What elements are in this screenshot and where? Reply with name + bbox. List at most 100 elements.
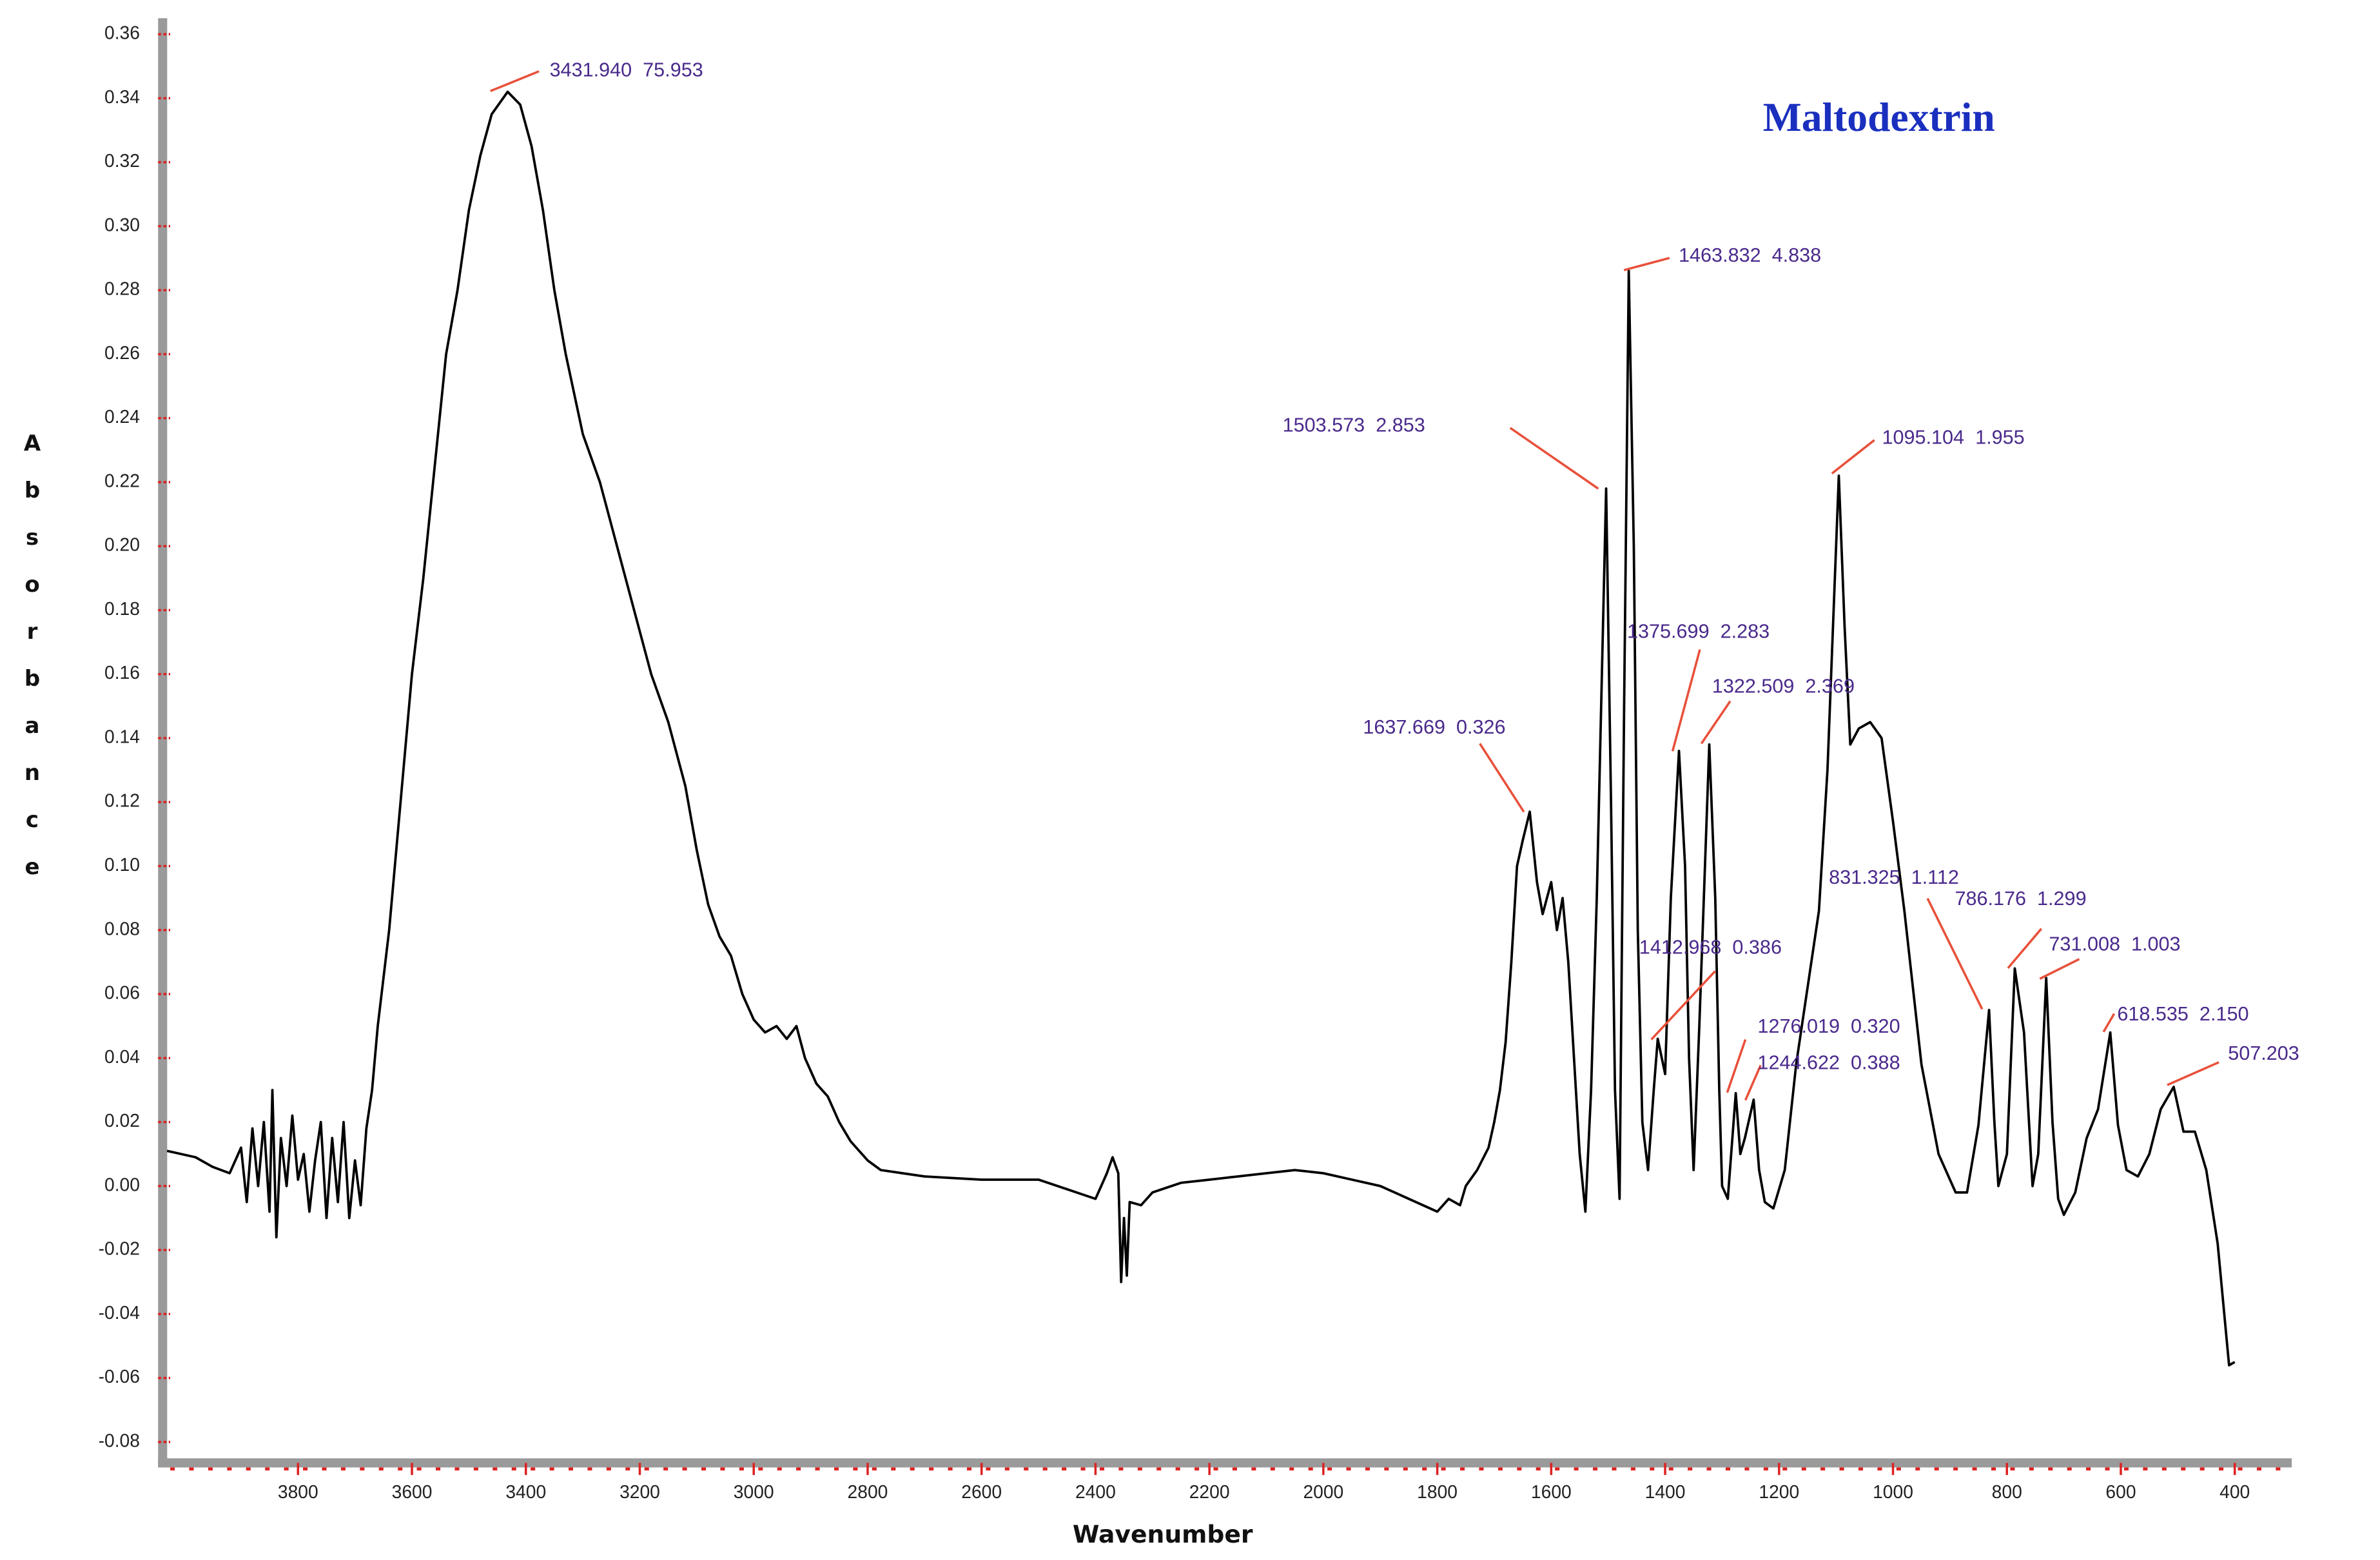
y-tick-label: 0.22 bbox=[104, 470, 140, 491]
axis-dot bbox=[682, 1467, 687, 1471]
annotation-leader bbox=[1744, 1064, 1762, 1101]
axis-dot bbox=[1251, 1467, 1256, 1471]
axis-dot bbox=[1497, 1467, 1503, 1471]
annotation-leader bbox=[1700, 700, 1731, 745]
annotation-leader bbox=[2039, 958, 2080, 980]
annotation-leader bbox=[1623, 257, 1670, 271]
annotation-leader bbox=[2102, 1013, 2116, 1033]
axis-dot bbox=[1991, 1467, 1996, 1471]
annotation-leader bbox=[1726, 1038, 1747, 1093]
x-tick-label: 3400 bbox=[505, 1481, 546, 1502]
x-tick-label: 1200 bbox=[1759, 1481, 1799, 1502]
axis-dot bbox=[493, 1467, 498, 1471]
axis-dot bbox=[815, 1467, 820, 1471]
axis-dot bbox=[663, 1467, 668, 1471]
annotation-leader bbox=[1926, 897, 1984, 1010]
y-tick-label: 0.32 bbox=[104, 150, 140, 171]
axis-dot bbox=[1004, 1467, 1010, 1471]
axis-dot bbox=[1953, 1467, 1958, 1471]
axis-dot bbox=[1099, 1467, 1104, 1471]
y-tick-label: 0.04 bbox=[104, 1046, 140, 1067]
axis-dot bbox=[1668, 1467, 1673, 1471]
axis-dot bbox=[303, 1467, 308, 1471]
y-tick-label: 0.08 bbox=[104, 918, 140, 939]
y-tick-label: 0.00 bbox=[104, 1174, 140, 1194]
axis-dot bbox=[606, 1467, 611, 1471]
axis-dot bbox=[1308, 1467, 1313, 1471]
axis-dot bbox=[1782, 1467, 1788, 1471]
axis-dot bbox=[284, 1467, 289, 1471]
axis-dot bbox=[1725, 1467, 1731, 1471]
y-axis bbox=[158, 18, 168, 1468]
axis-dot bbox=[1137, 1467, 1142, 1471]
axis-dot bbox=[1896, 1467, 1901, 1471]
annotation-leader bbox=[2167, 1061, 2219, 1086]
annotation: 1637.669 0.326 bbox=[1363, 716, 1505, 738]
axis-dot bbox=[796, 1467, 801, 1471]
axis-dot bbox=[1365, 1467, 1370, 1471]
axis-dot bbox=[758, 1467, 763, 1471]
axis-dot bbox=[2256, 1467, 2261, 1471]
y-tick-label: 0.24 bbox=[104, 406, 140, 427]
y-tick-label: 0.36 bbox=[104, 23, 140, 43]
axis-dot bbox=[1839, 1467, 1844, 1471]
annotation: 1463.832 4.838 bbox=[1679, 244, 1821, 266]
axis-dot bbox=[1612, 1467, 1617, 1471]
axis-dot bbox=[531, 1467, 536, 1471]
annotation: 731.008 1.003 bbox=[2049, 933, 2180, 955]
y-tick-label: -0.02 bbox=[99, 1238, 140, 1259]
y-tick-label: 0.26 bbox=[104, 342, 140, 363]
axis-dot bbox=[378, 1467, 384, 1471]
axis-dot bbox=[189, 1467, 194, 1471]
axis-dot bbox=[1650, 1467, 1655, 1471]
x-tick-label: 400 bbox=[2219, 1481, 2250, 1502]
x-axis-label: Wavenumber bbox=[1073, 1520, 1253, 1548]
axis-dot bbox=[1346, 1467, 1351, 1471]
axis-dot bbox=[1688, 1467, 1693, 1471]
y-tick-label: 0.12 bbox=[104, 790, 140, 811]
axis-dot bbox=[720, 1467, 725, 1471]
axis-dot bbox=[1877, 1467, 1882, 1471]
x-tick-label: 3000 bbox=[734, 1481, 774, 1502]
x-tick-label: 800 bbox=[1992, 1481, 2022, 1502]
annotation-leader bbox=[1509, 427, 1599, 490]
annotation: 507.203 bbox=[2228, 1042, 2299, 1064]
annotation: 1244.622 0.388 bbox=[1757, 1051, 1900, 1073]
axis-dot bbox=[1042, 1467, 1048, 1471]
axis-dot bbox=[2105, 1467, 2110, 1471]
y-tick-label: 0.06 bbox=[104, 982, 140, 1003]
axis-dot bbox=[2010, 1467, 2015, 1471]
y-tick-label: -0.08 bbox=[99, 1430, 140, 1450]
annotation-leader bbox=[1831, 439, 1875, 474]
axis-dot bbox=[701, 1467, 707, 1471]
x-tick-label: 1400 bbox=[1645, 1481, 1686, 1502]
x-tick-label: 2600 bbox=[961, 1481, 1002, 1502]
axis-dot bbox=[1593, 1467, 1598, 1471]
axis-dot bbox=[1972, 1467, 1977, 1471]
axis-dot bbox=[454, 1467, 460, 1471]
x-tick-label: 2400 bbox=[1075, 1481, 1116, 1502]
axis-dot bbox=[1156, 1467, 1162, 1471]
annotation-leader bbox=[2007, 928, 2042, 970]
axis-dot bbox=[1630, 1467, 1635, 1471]
axis-dot bbox=[549, 1467, 554, 1471]
annotation: 1412.968 0.386 bbox=[1639, 936, 1782, 958]
axis-dot bbox=[227, 1467, 232, 1471]
annotation-leader bbox=[1650, 970, 1716, 1040]
x-tick-label: 3600 bbox=[392, 1481, 433, 1502]
axis-dot bbox=[834, 1467, 839, 1471]
y-tick-label: -0.04 bbox=[99, 1302, 140, 1323]
y-tick-label: 0.30 bbox=[104, 214, 140, 235]
spectrum-line bbox=[166, 90, 2236, 1367]
axis-dot bbox=[398, 1467, 403, 1471]
axis-dot bbox=[1270, 1467, 1275, 1471]
axis-dot bbox=[265, 1467, 270, 1471]
axis-dot bbox=[1422, 1467, 1427, 1471]
axis-dot bbox=[1441, 1467, 1446, 1471]
x-tick-label: 600 bbox=[2105, 1481, 2136, 1502]
axis-dot bbox=[1744, 1467, 1750, 1471]
annotation: 1375.699 2.283 bbox=[1627, 621, 1770, 643]
annotation: 1276.019 0.320 bbox=[1757, 1015, 1900, 1037]
